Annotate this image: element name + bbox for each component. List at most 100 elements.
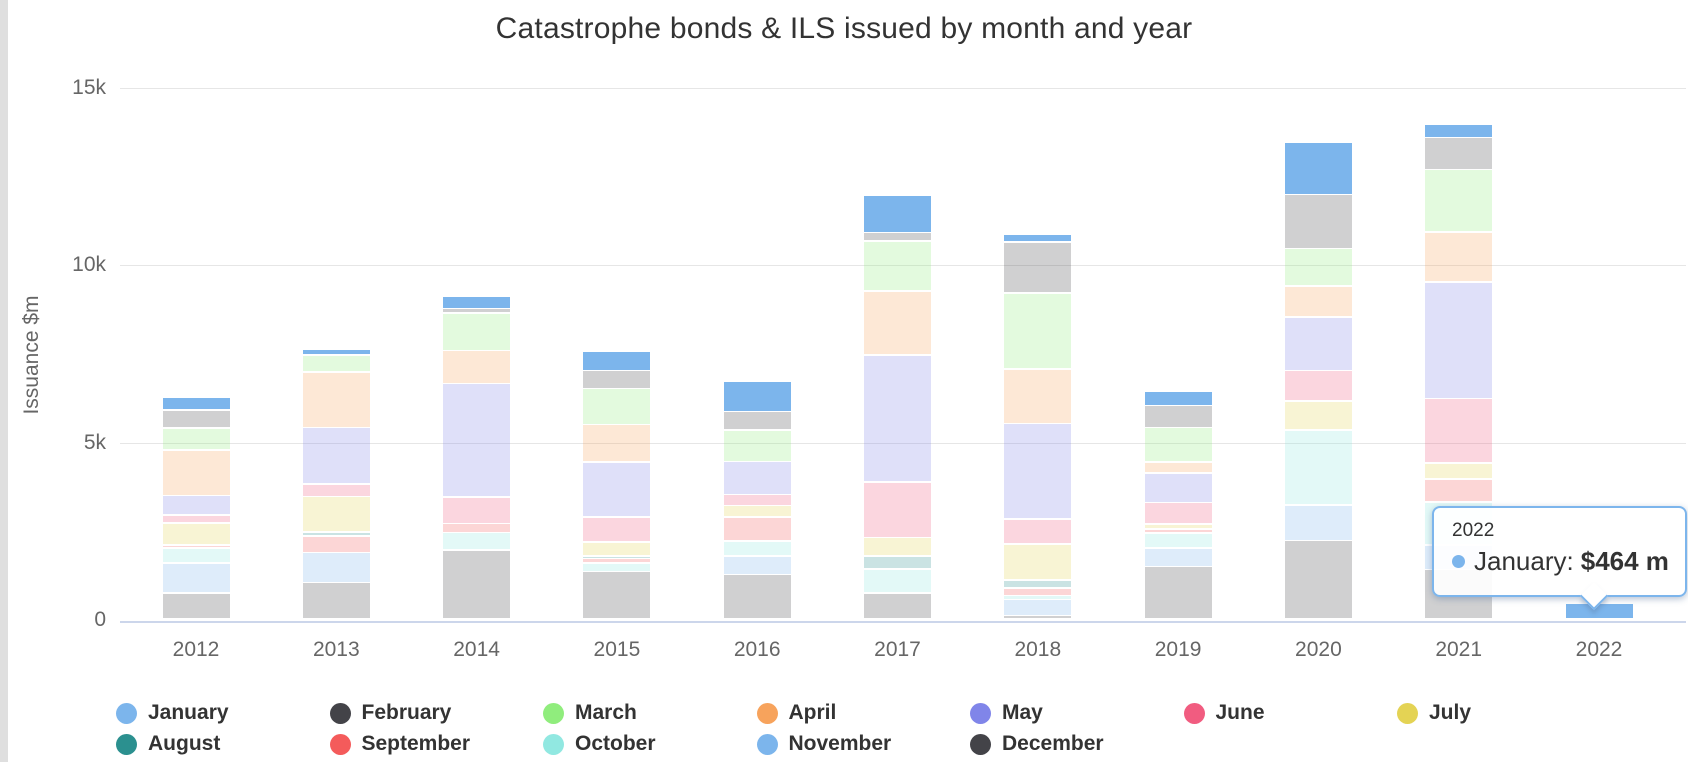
bar-2016-december[interactable]	[723, 575, 791, 619]
bar-2017-august[interactable]	[864, 556, 931, 569]
bar-2013-january[interactable]	[302, 350, 370, 355]
bar-2020-march[interactable]	[1284, 249, 1352, 286]
bar-2016-september[interactable]	[723, 517, 791, 541]
bar-2015-april[interactable]	[583, 425, 651, 462]
bar-2019-april[interactable]	[1144, 462, 1212, 473]
bar-2020-july[interactable]	[1284, 401, 1352, 429]
bar-2019-january[interactable]	[1144, 391, 1212, 405]
bar-2014-december[interactable]	[443, 550, 511, 619]
bar-2022-january[interactable]	[1565, 603, 1633, 619]
bar-2014-april[interactable]	[443, 351, 511, 383]
bar-2012-january[interactable]	[162, 398, 230, 410]
bar-2021-may[interactable]	[1425, 282, 1493, 398]
bar-2018-september[interactable]	[1004, 588, 1072, 595]
legend-item-march[interactable]: March	[543, 699, 637, 727]
legend-item-october[interactable]: October	[543, 730, 656, 758]
bar-2015-august[interactable]	[583, 556, 651, 558]
bar-2016-june[interactable]	[723, 495, 791, 505]
bar-2016-october[interactable]	[723, 541, 791, 556]
bar-2020-december[interactable]	[1284, 541, 1352, 619]
bar-2019-february[interactable]	[1144, 406, 1212, 427]
bar-2017-january[interactable]	[864, 196, 931, 232]
bar-2012-july[interactable]	[162, 523, 230, 544]
bar-2021-april[interactable]	[1425, 232, 1493, 282]
bar-2013-june[interactable]	[302, 485, 370, 496]
bar-2019-september[interactable]	[1144, 529, 1212, 533]
bar-2012-february[interactable]	[162, 410, 230, 428]
bar-2017-may[interactable]	[864, 355, 931, 482]
bar-2020-june[interactable]	[1284, 371, 1352, 401]
bar-2018-april[interactable]	[1004, 369, 1072, 423]
bar-2012-march[interactable]	[162, 429, 230, 450]
legend-item-july[interactable]: July	[1397, 699, 1471, 727]
bar-2013-may[interactable]	[302, 428, 370, 484]
bar-2015-march[interactable]	[583, 389, 651, 424]
legend-item-december[interactable]: December	[970, 730, 1104, 758]
bar-2018-january[interactable]	[1004, 234, 1072, 242]
bar-2017-december[interactable]	[864, 593, 931, 619]
bar-2014-january[interactable]	[443, 297, 511, 308]
bar-2019-july[interactable]	[1144, 524, 1212, 529]
bar-2020-april[interactable]	[1284, 286, 1352, 317]
bar-2017-july[interactable]	[864, 538, 931, 555]
bar-2014-may[interactable]	[443, 384, 511, 497]
bar-2019-march[interactable]	[1144, 428, 1212, 462]
bar-2021-june[interactable]	[1425, 399, 1493, 463]
bar-2017-march[interactable]	[864, 241, 931, 291]
bar-2014-february[interactable]	[443, 309, 511, 313]
bar-2020-february[interactable]	[1284, 195, 1352, 248]
bar-2018-november[interactable]	[1004, 600, 1072, 615]
bar-2015-october[interactable]	[583, 563, 651, 571]
bar-2015-january[interactable]	[583, 352, 651, 370]
bar-2012-october[interactable]	[162, 549, 230, 563]
bar-2018-october[interactable]	[1004, 596, 1072, 599]
bar-2015-september[interactable]	[583, 559, 651, 562]
legend-item-june[interactable]: June	[1183, 699, 1265, 727]
bar-2018-july[interactable]	[1004, 544, 1072, 580]
legend-item-may[interactable]: May	[970, 699, 1043, 727]
bar-2017-february[interactable]	[864, 233, 931, 241]
bar-2015-december[interactable]	[583, 572, 651, 619]
bar-2021-march[interactable]	[1425, 170, 1493, 232]
bar-2020-october[interactable]	[1284, 430, 1352, 505]
legend-item-february[interactable]: February	[329, 699, 451, 727]
bar-2016-march[interactable]	[723, 430, 791, 461]
bar-2019-october[interactable]	[1144, 533, 1212, 548]
bar-2020-may[interactable]	[1284, 317, 1352, 370]
bar-2013-november[interactable]	[302, 553, 370, 582]
bar-2012-november[interactable]	[162, 563, 230, 592]
bar-2016-july[interactable]	[723, 506, 791, 516]
bar-2016-february[interactable]	[723, 412, 791, 429]
bar-2020-november[interactable]	[1284, 505, 1352, 540]
bar-2019-june[interactable]	[1144, 503, 1212, 524]
bar-2013-july[interactable]	[302, 497, 370, 532]
bar-2017-june[interactable]	[864, 483, 931, 537]
bar-2018-june[interactable]	[1004, 519, 1072, 544]
legend-item-april[interactable]: April	[756, 699, 836, 727]
bar-2016-november[interactable]	[723, 556, 791, 574]
bar-2012-april[interactable]	[162, 450, 230, 495]
bar-2018-december[interactable]	[1004, 616, 1072, 619]
bar-2012-december[interactable]	[162, 593, 230, 619]
bar-2013-march[interactable]	[302, 355, 370, 371]
bar-2017-october[interactable]	[864, 569, 931, 593]
bar-2014-october[interactable]	[443, 533, 511, 550]
bar-2013-september[interactable]	[302, 536, 370, 552]
legend-item-january[interactable]: January	[116, 699, 229, 727]
bar-2015-july[interactable]	[583, 542, 651, 555]
bar-2019-december[interactable]	[1144, 567, 1212, 619]
bar-2013-august[interactable]	[302, 532, 370, 536]
bar-2019-may[interactable]	[1144, 473, 1212, 502]
bar-2018-august[interactable]	[1004, 580, 1072, 588]
bar-2021-february[interactable]	[1425, 138, 1493, 169]
bar-2020-january[interactable]	[1284, 142, 1352, 194]
bar-2021-july[interactable]	[1425, 463, 1493, 479]
bar-2012-may[interactable]	[162, 496, 230, 515]
bar-2012-september[interactable]	[162, 545, 230, 548]
bar-2014-march[interactable]	[443, 313, 511, 350]
bar-2018-may[interactable]	[1004, 424, 1072, 519]
bar-2013-december[interactable]	[302, 583, 370, 619]
bar-2014-june[interactable]	[443, 497, 511, 523]
bar-2015-february[interactable]	[583, 371, 651, 388]
legend-item-august[interactable]: August	[116, 730, 220, 758]
